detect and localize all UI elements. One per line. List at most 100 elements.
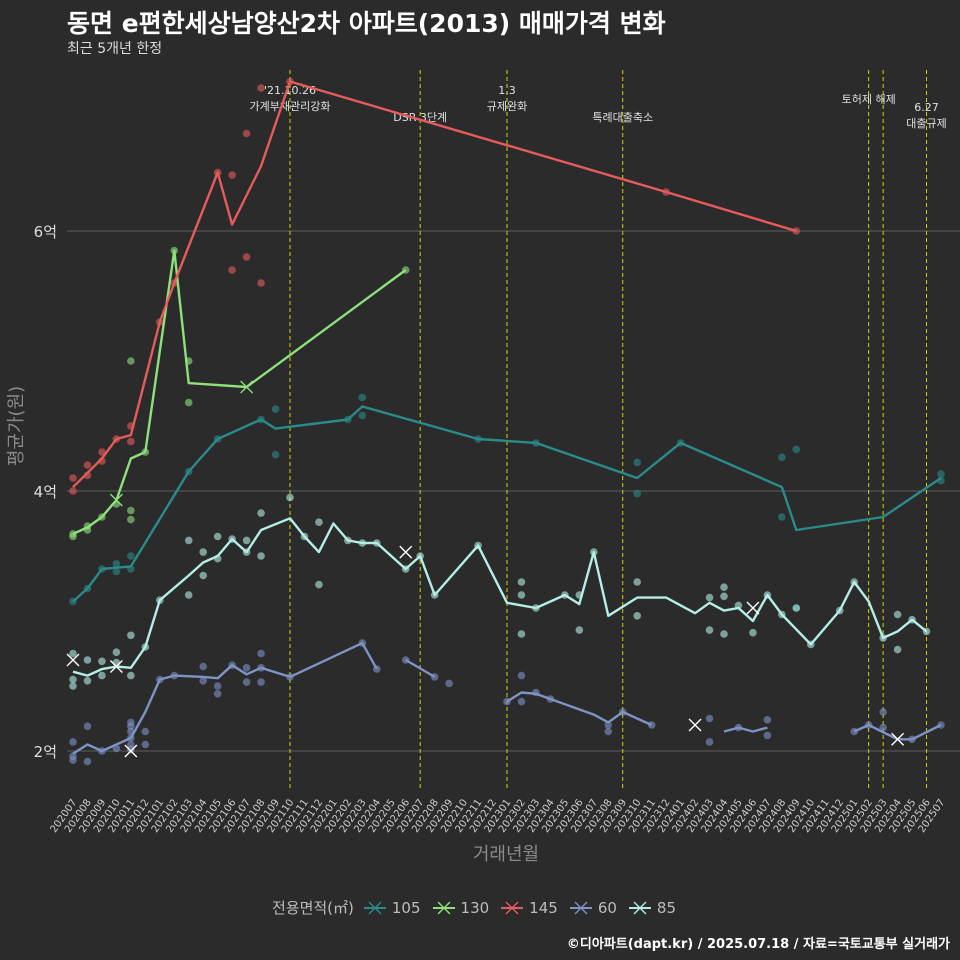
- data-point: [112, 648, 121, 656]
- data-point: [517, 630, 526, 638]
- data-point: [633, 612, 641, 620]
- data-point: [242, 664, 251, 672]
- legend-label: 145: [529, 898, 558, 917]
- data-point: [705, 626, 714, 634]
- data-point: [127, 631, 135, 640]
- data-point: [69, 756, 77, 764]
- data-point: [69, 738, 77, 746]
- data-point: [112, 560, 121, 568]
- data-point: [199, 548, 207, 556]
- data-point: [112, 567, 121, 576]
- x-axis-title: 거래년월: [473, 844, 539, 865]
- data-point: [127, 506, 135, 515]
- data-point: [517, 671, 526, 680]
- data-point: [83, 757, 92, 766]
- series-line: [72, 517, 928, 677]
- data-point: [213, 682, 222, 690]
- data-point: [127, 515, 135, 524]
- data-point: [604, 727, 613, 736]
- legend-item-145: 145: [501, 899, 558, 917]
- data-point: [69, 532, 77, 541]
- event-label: 특례대출축소: [592, 111, 653, 124]
- series-line: [72, 641, 378, 755]
- data-point: [257, 509, 265, 517]
- legend-label: 60: [597, 898, 617, 917]
- legend-key-icon: [363, 901, 386, 914]
- data-point: [315, 580, 323, 589]
- data-point: [633, 489, 641, 498]
- data-point: [257, 84, 265, 92]
- data-point: [705, 593, 714, 602]
- data-point: [358, 411, 367, 420]
- data-point: [879, 708, 887, 716]
- legend-label: 105: [391, 898, 421, 917]
- series-line: [72, 249, 407, 535]
- data-point: [213, 690, 222, 698]
- y-axis-title: 평균가(원): [6, 386, 27, 466]
- cancel-marker: [66, 653, 80, 667]
- data-point: [358, 393, 367, 402]
- data-point: [257, 279, 265, 287]
- legend-label: 130: [460, 898, 490, 917]
- data-point: [199, 662, 207, 671]
- data-point: [893, 610, 902, 619]
- data-point: [112, 658, 121, 667]
- cancel-marker: [109, 660, 123, 673]
- event-label: 규제완화: [487, 100, 527, 113]
- legend-item-105: 105: [363, 898, 421, 917]
- data-point: [242, 678, 251, 686]
- cancel-marker: [109, 493, 123, 507]
- series-line: [72, 80, 797, 488]
- data-point: [286, 493, 294, 502]
- series-line: [723, 726, 768, 733]
- data-point: [83, 722, 92, 731]
- chart-subtitle: 최근 5개년 한정: [67, 41, 163, 57]
- series-line: [72, 405, 942, 603]
- data-point: [127, 671, 135, 680]
- data-point: [127, 722, 135, 731]
- data-point: [315, 518, 323, 526]
- legend-item-60: 60: [569, 898, 617, 917]
- data-point: [69, 682, 77, 690]
- data-point: [517, 578, 526, 586]
- data-point: [763, 731, 772, 740]
- legend-key-icon: [628, 901, 651, 914]
- data-point: [127, 740, 135, 749]
- legend-label: 85: [656, 898, 676, 917]
- legend-key-icon: [569, 901, 592, 914]
- data-point: [127, 357, 135, 365]
- data-point: [184, 591, 193, 599]
- data-point: [98, 671, 106, 680]
- data-point: [141, 727, 150, 736]
- data-point: [720, 592, 728, 601]
- data-point: [893, 645, 902, 654]
- series-line: [506, 691, 653, 727]
- data-point: [879, 723, 887, 732]
- data-point: [199, 677, 207, 685]
- data-point: [83, 656, 92, 664]
- data-point: [83, 677, 92, 685]
- y-tick-label: 2억: [34, 743, 57, 761]
- series-line: [405, 658, 436, 678]
- data-point: [69, 487, 77, 495]
- event-label: 가계부채관리강화: [250, 100, 331, 113]
- data-point: [69, 675, 77, 684]
- legend-key-icon: [432, 901, 455, 914]
- data-point: [184, 398, 193, 407]
- source-caption: ©디아파트(dapt.kr) / 2025.07.18 / 자료=국토교통부 실…: [566, 937, 950, 952]
- data-point: [720, 583, 728, 591]
- data-point: [575, 626, 584, 634]
- data-point: [792, 604, 801, 612]
- legend: 전용면적(㎡) 105 130 145 60 85: [0, 897, 960, 918]
- data-point: [213, 532, 222, 541]
- data-point: [141, 740, 150, 749]
- data-point: [517, 591, 526, 599]
- cancel-marker: [399, 545, 413, 559]
- data-point: [517, 697, 526, 706]
- event-label: 1.3: [498, 84, 516, 97]
- cancel-marker: [240, 380, 254, 394]
- data-point: [257, 552, 265, 560]
- event-label: 대출규제: [906, 117, 946, 130]
- data-point: [271, 405, 280, 413]
